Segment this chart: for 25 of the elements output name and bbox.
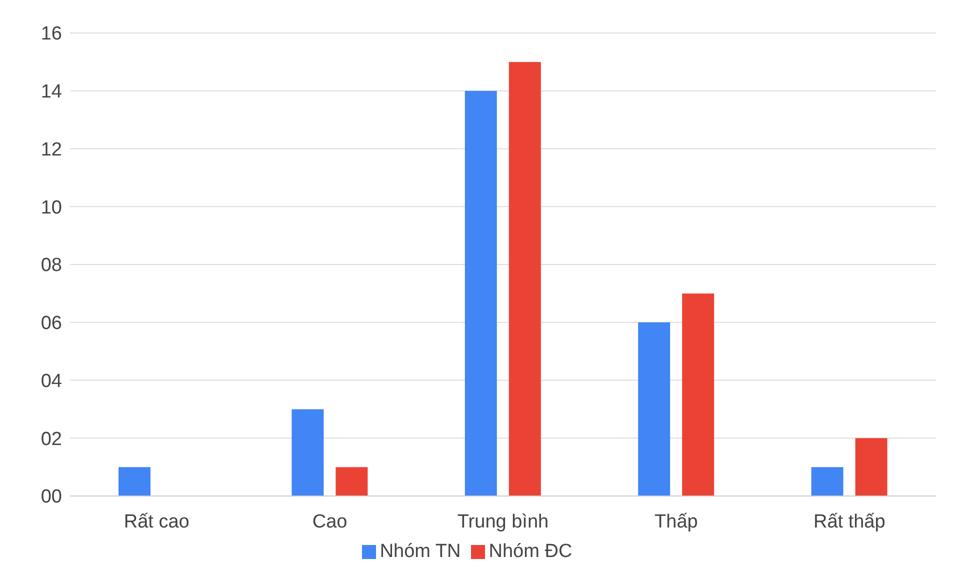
x-tick-label: Cao — [312, 511, 348, 532]
x-tick-label: Rất cao — [124, 511, 190, 532]
y-tick-label: 12 — [40, 139, 62, 160]
bar — [336, 467, 368, 496]
bar — [118, 467, 150, 496]
bar — [292, 409, 324, 496]
x-tick-label: Thấp — [654, 511, 698, 532]
legend-label: Nhóm ĐC — [488, 541, 572, 562]
bar — [464, 90, 497, 496]
y-tick-label: 06 — [40, 313, 62, 334]
y-tick-label: 16 — [40, 24, 62, 45]
bar — [855, 438, 888, 496]
y-tick-label: 10 — [40, 197, 62, 218]
y-tick-label: 02 — [40, 428, 62, 450]
x-tick-label: Rất thấp — [813, 511, 886, 532]
x-tick-label: Trung bình — [457, 511, 549, 532]
y-tick-label: 04 — [40, 370, 62, 392]
y-tick-label: 08 — [40, 255, 62, 276]
y-tick-label: 14 — [40, 82, 62, 103]
bar — [638, 322, 670, 496]
bar — [682, 293, 714, 496]
legend-label: Nhóm TN — [380, 541, 461, 562]
bar — [508, 62, 541, 496]
bar — [811, 467, 844, 496]
y-tick-label: 00 — [40, 486, 62, 508]
